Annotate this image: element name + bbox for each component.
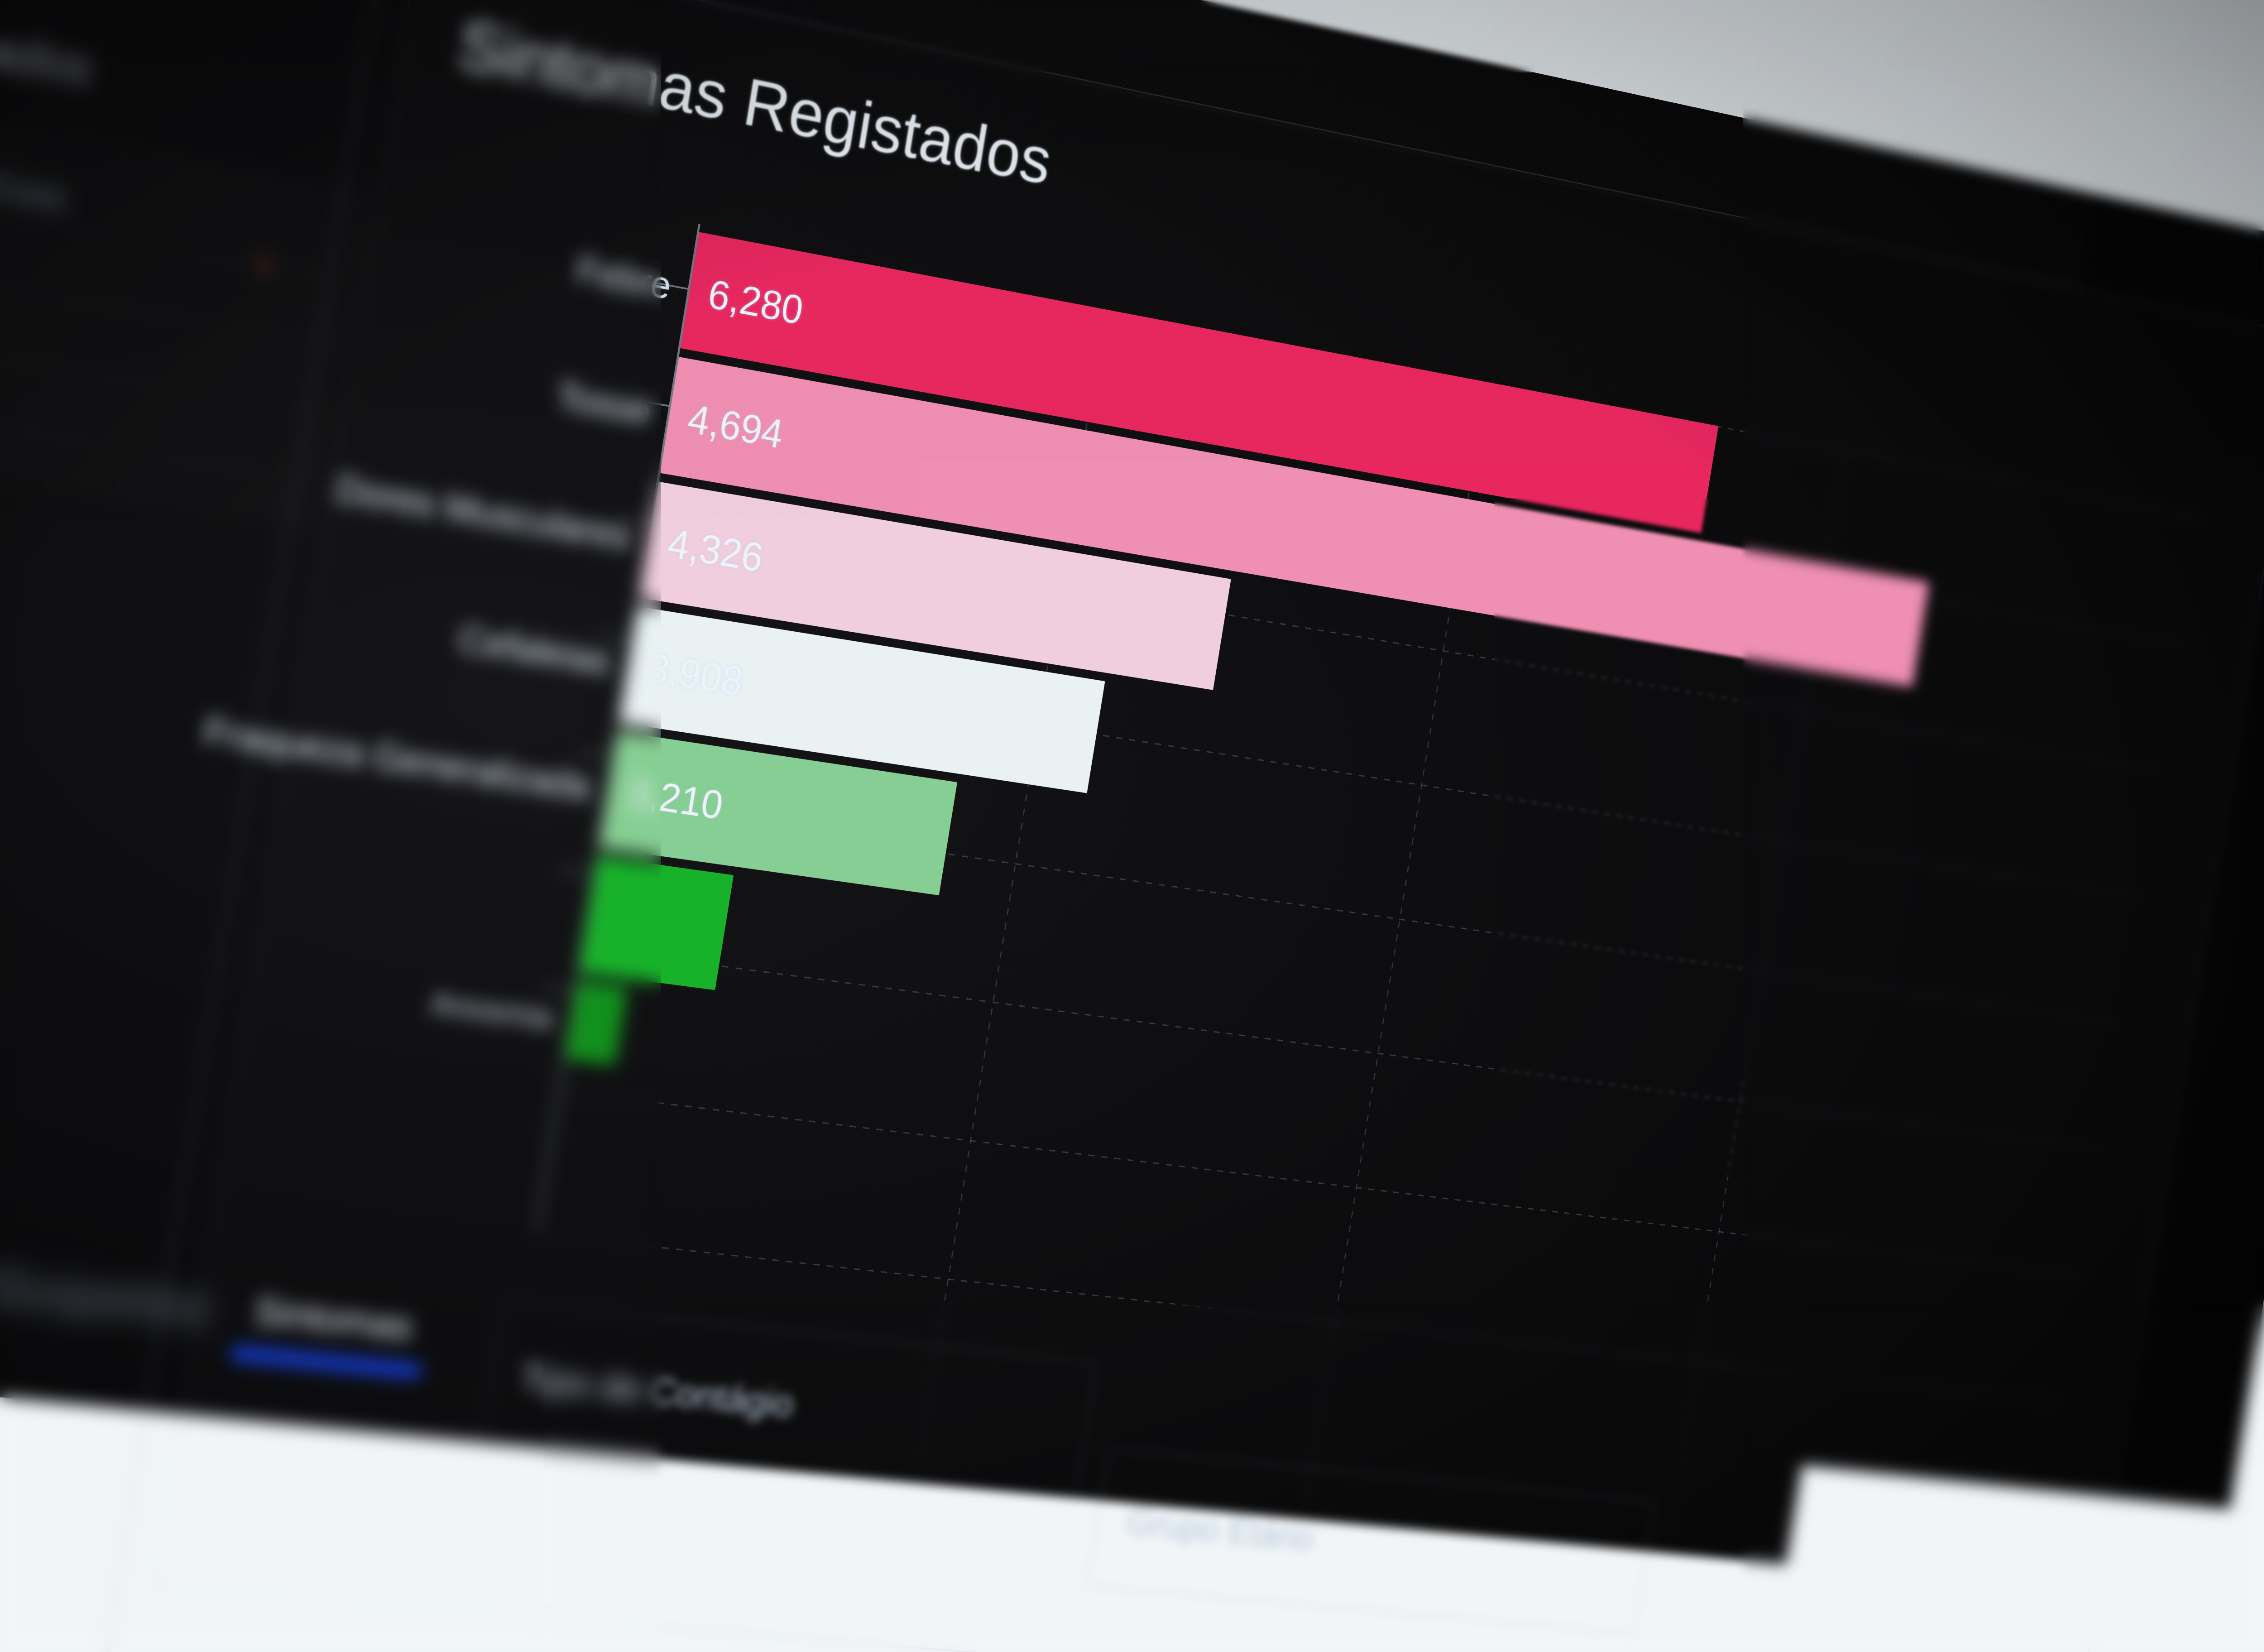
bar-row[interactable]: Febre 6,280 [680,232,699,348]
dof-blur-mid [1494,498,1902,1177]
bar-row[interactable]: Tosse 4,694 [660,357,679,473]
photograph-of-monitor: Confirmados Vila Nova de Gaia Porto Lisb… [0,0,2264,1652]
dof-blur-bottom [543,1304,2264,1652]
